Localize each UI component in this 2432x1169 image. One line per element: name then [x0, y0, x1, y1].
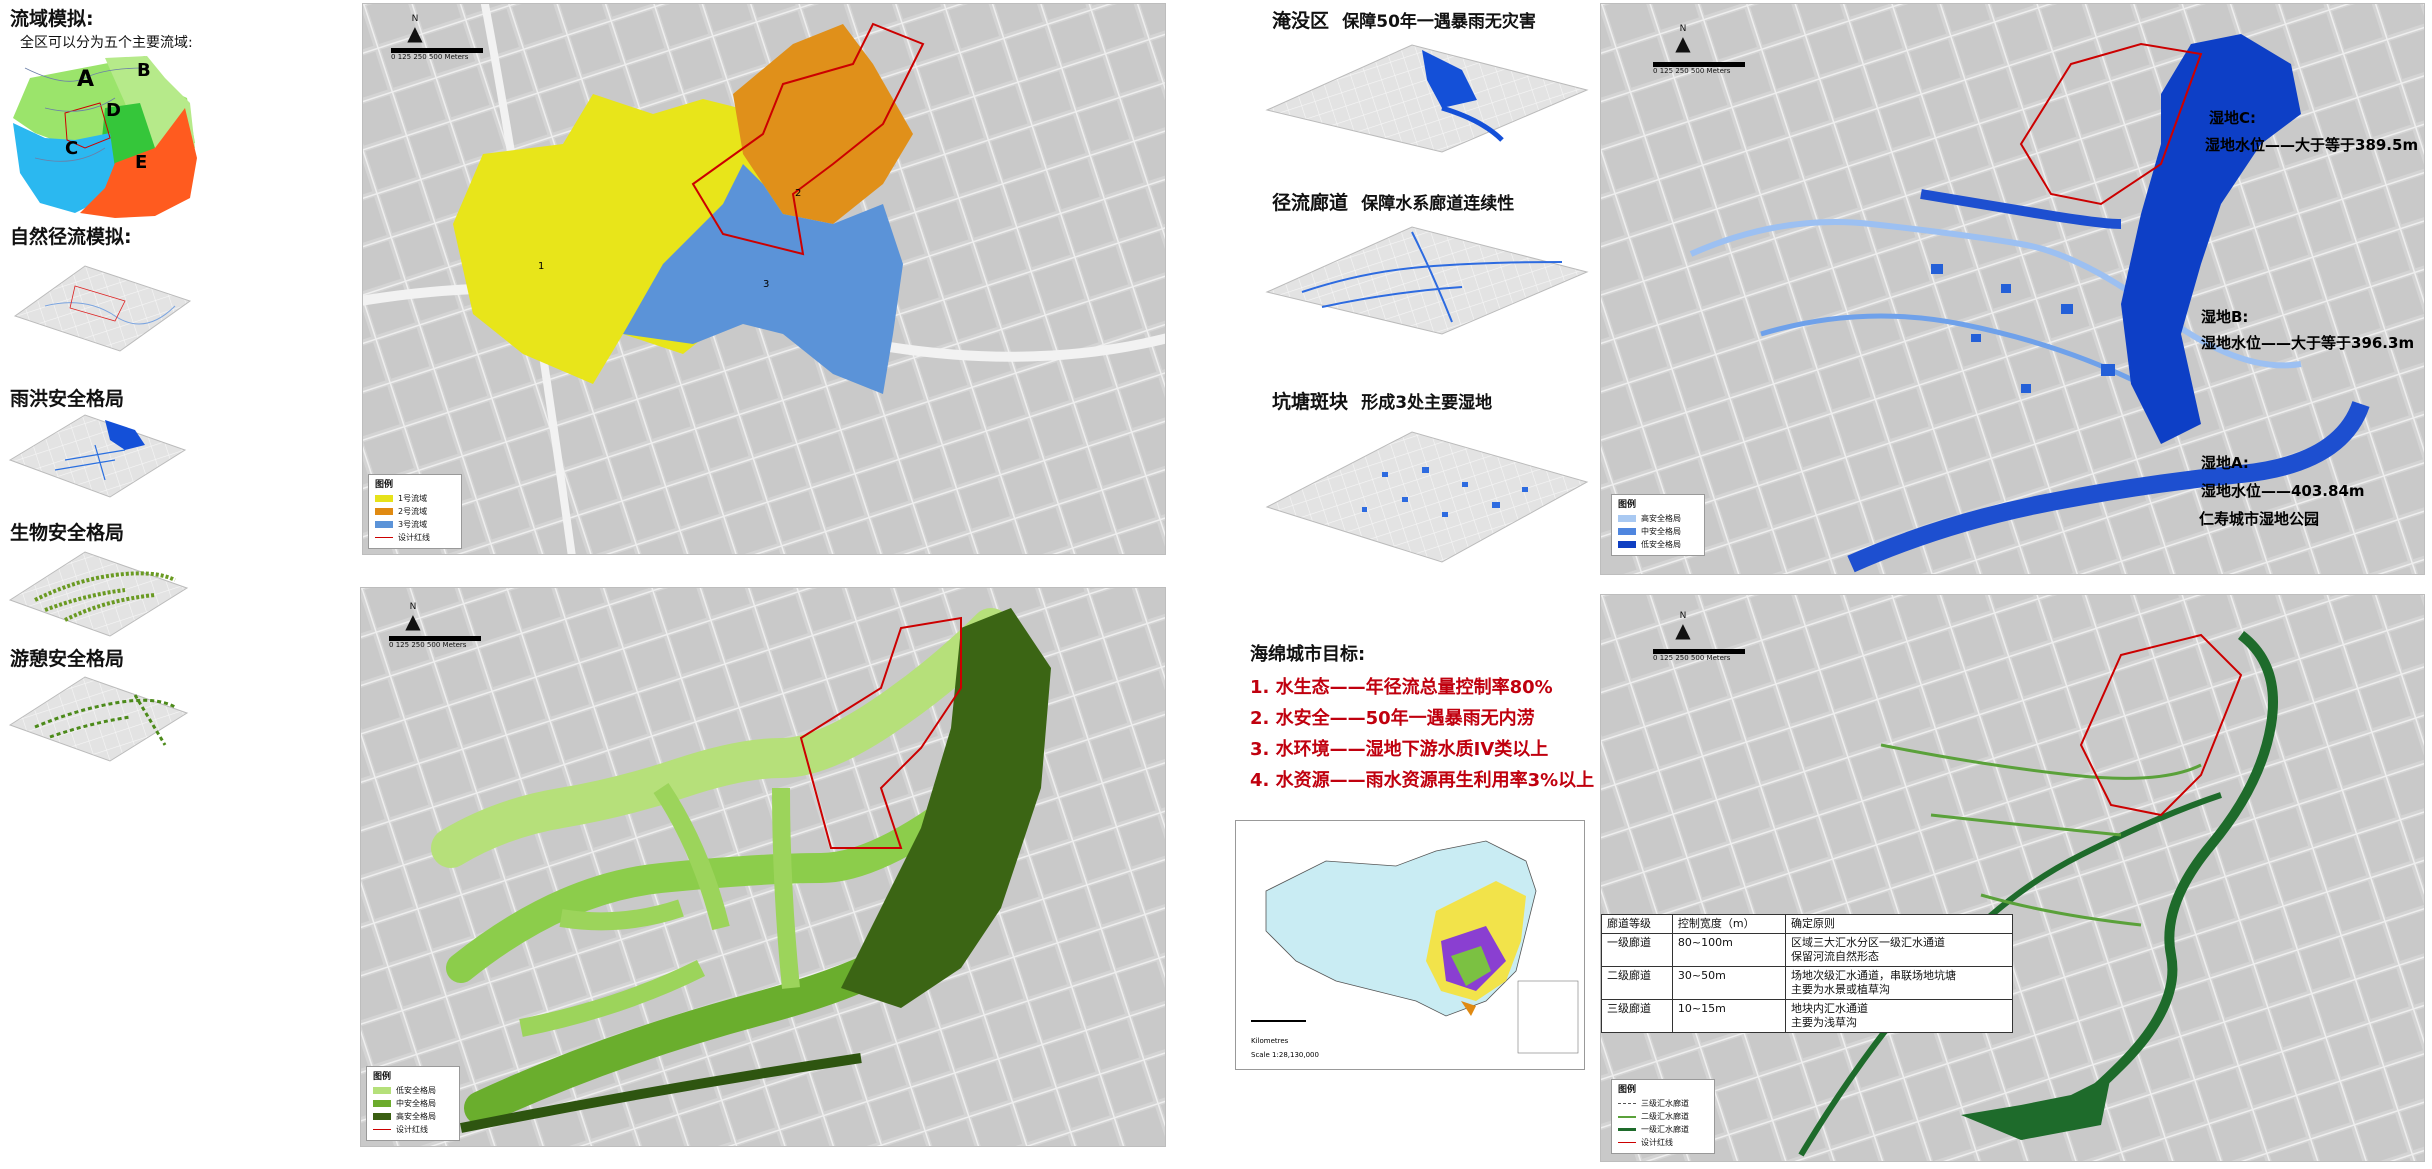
zone-num-2: 2 — [795, 188, 801, 199]
table-row: 二级廊道 30~50m 场地次级汇水通道，串联场地坑塘 主要为水景或植草沟 — [1601, 966, 2013, 1000]
goal-2: 2. 水安全——50年一遇暴雨无内涝 — [1250, 708, 1535, 729]
zone-num-3: 3 — [763, 279, 769, 290]
eco-legend: 图例 低安全格局 中安全格局 高安全格局 设计红线 — [366, 1066, 460, 1141]
wetland-c-level: 湿地水位——大于等于389.5m — [2205, 136, 2419, 154]
goal-1: 1. 水生态——年径流总量控制率80% — [1250, 677, 1553, 698]
watershed-2 — [733, 24, 913, 224]
scale-bar: 0 125 250 500 Meters — [391, 48, 483, 61]
wetland-a-level: 湿地水位——403.84m — [2201, 482, 2365, 500]
bio-pattern-title: 生物安全格局 — [10, 522, 125, 544]
table-header-row: 廊道等级 控制宽度（m） 确定原则 — [1601, 914, 2013, 934]
table-header: 控制宽度（m） — [1671, 914, 1787, 934]
corridor-map-panel: N ▲ 0 125 250 500 Meters 图例 三级汇水廊道 二级汇水廊道… — [1600, 594, 2425, 1162]
watershed-legend: 图例 1号流域 2号流域 3号流域 设计红线 — [368, 474, 462, 549]
table-cell: 一级廊道 — [1601, 933, 1673, 967]
table-header: 确定原则 — [1785, 914, 2013, 934]
pond-thumbnail — [1265, 431, 1589, 563]
zone-label-a: A — [77, 67, 94, 92]
wetland-c-label: 湿地C: — [2209, 109, 2257, 127]
pond-patch-title: 坑塘斑块 形成3处主要湿地 — [1272, 391, 1493, 413]
scale-bar: 0 125 250 500 Meters — [389, 636, 481, 649]
watershed-title: 流域模拟: — [10, 8, 94, 30]
table-cell: 30~50m — [1671, 966, 1787, 1000]
wetland-b-label: 湿地B: — [2201, 308, 2249, 326]
north-arrow-icon: N ▲ — [1675, 611, 1691, 642]
goal-4: 4. 水资源——雨水资源再生利用率3%以上 — [1250, 770, 1595, 791]
table-cell: 区域三大汇水分区一级汇水通道 保留河流自然形态 — [1785, 933, 2013, 967]
table-header: 廊道等级 — [1601, 914, 1673, 934]
design-redline — [691, 22, 925, 256]
sponge-city-goals-title: 海绵城市目标: — [1250, 644, 1366, 665]
wetland-map-panel: N ▲ 0 125 250 500 Meters 湿地C: 湿地水位——大于等于3… — [1600, 3, 2425, 575]
table-cell: 二级廊道 — [1601, 966, 1673, 1000]
svg-text:Scale 1:28,130,000: Scale 1:28,130,000 — [1251, 1051, 1319, 1059]
corridor-thumbnail — [1265, 226, 1589, 335]
runoff-corridor-title: 径流廊道 保障水系廊道连续性 — [1272, 192, 1515, 214]
table-cell: 地块内汇水通道 主要为浅草沟 — [1785, 999, 2013, 1033]
wetland-body — [2121, 34, 2301, 444]
inundation-thumbnail — [1265, 44, 1589, 153]
scale-bar: 0 125 250 500 Meters — [1653, 649, 1745, 662]
wetland-park-label: 仁寿城市湿地公园 — [2199, 510, 2320, 528]
table-row: 一级廊道 80~100m 区域三大汇水分区一级汇水通道 保留河流自然形态 — [1601, 933, 2013, 967]
china-map: Kilometres Scale 1:28,130,000 — [1235, 820, 1585, 1070]
watershed-subtitle: 全区可以分为五个主要流域: — [20, 35, 193, 51]
zone-label-e: E — [135, 152, 147, 173]
eco-security-map-panel: N ▲ 0 125 250 500 Meters 图例 低安全格局 中安全格局 高… — [360, 587, 1166, 1147]
zone-num-1: 1 — [538, 261, 544, 272]
corridor-legend: 图例 三级汇水廊道 二级汇水廊道 一级汇水廊道 设计红线 — [1611, 1079, 1715, 1154]
svg-text:Kilometres: Kilometres — [1251, 1037, 1289, 1045]
bio-thumbnail — [8, 551, 189, 637]
goal-3: 3. 水环境——湿地下游水质IV类以上 — [1250, 739, 1549, 760]
north-arrow-icon: N ▲ — [1675, 24, 1691, 55]
table-cell: 场地次级汇水通道，串联场地坑塘 主要为水景或植草沟 — [1785, 966, 2013, 1000]
scale-bar: 0 125 250 500 Meters — [1653, 62, 1745, 75]
watershed-3 — [623, 164, 903, 394]
runoff-thumbnail — [13, 265, 192, 352]
zone-label-d: D — [106, 100, 121, 121]
flood-pattern-title: 雨洪安全格局 — [10, 388, 125, 410]
recreation-thumbnail — [8, 676, 189, 762]
inundation-title: 淹没区 保障50年一遇暴雨无灾害 — [1272, 10, 1536, 32]
corridor-table: 廊道等级 控制宽度（m） 确定原则 一级廊道 80~100m 区域三大汇水分区一… — [1601, 914, 2013, 1033]
watershed-zone-map: A B C D E — [13, 56, 197, 218]
recreation-pattern-title: 游憩安全格局 — [10, 648, 125, 670]
wetland-legend: 图例 高安全格局 中安全格局 低安全格局 — [1611, 494, 1705, 556]
high-security-zone — [841, 608, 1051, 1008]
runoff-title: 自然径流模拟: — [10, 226, 132, 248]
wetland-b-level: 湿地水位——大于等于396.3m — [2201, 334, 2415, 352]
table-cell: 80~100m — [1671, 933, 1787, 967]
zone-label-c: C — [65, 138, 78, 159]
watershed-map-panel: 1 2 3 N ▲ 0 125 250 500 Meters 图例 1号流域 2号… — [362, 3, 1166, 555]
wetland-a-label: 湿地A: — [2201, 454, 2249, 472]
table-cell: 三级廊道 — [1601, 999, 1673, 1033]
zone-label-b: B — [137, 60, 151, 81]
north-arrow-icon: N ▲ — [405, 602, 421, 633]
flood-thumbnail — [8, 414, 187, 498]
table-row: 三级廊道 10~15m 地块内汇水通道 主要为浅草沟 — [1601, 999, 2013, 1033]
north-arrow-icon: N ▲ — [407, 14, 423, 45]
table-cell: 10~15m — [1671, 999, 1787, 1033]
